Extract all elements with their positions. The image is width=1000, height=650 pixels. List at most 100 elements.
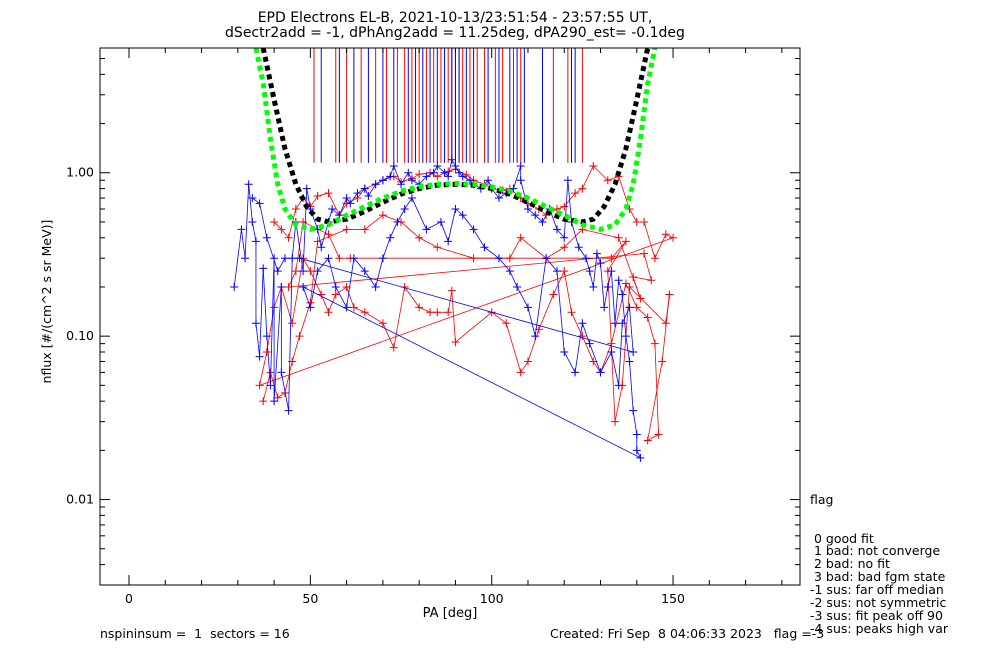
data-point bbox=[331, 282, 340, 291]
data-segment bbox=[339, 197, 348, 216]
data-segment bbox=[603, 286, 609, 308]
data-point bbox=[618, 290, 627, 299]
plot-area bbox=[230, 48, 678, 462]
data-point bbox=[523, 204, 532, 213]
data-segment bbox=[331, 208, 340, 216]
data-point bbox=[444, 308, 453, 317]
data-segment bbox=[618, 280, 623, 295]
data-point bbox=[632, 446, 641, 455]
data-point bbox=[277, 225, 286, 234]
data-segment bbox=[665, 294, 670, 324]
data-point bbox=[465, 176, 474, 185]
data-segment bbox=[654, 234, 667, 259]
data-segment bbox=[582, 323, 591, 344]
data-point bbox=[277, 368, 286, 377]
data-point bbox=[549, 290, 558, 299]
data-point bbox=[324, 308, 333, 317]
data-point bbox=[607, 254, 616, 263]
y-tick-label: 1.00 bbox=[66, 165, 94, 180]
data-segment bbox=[455, 311, 492, 343]
data-segment bbox=[266, 336, 271, 386]
data-point bbox=[324, 254, 333, 263]
data-point bbox=[378, 176, 387, 185]
data-segment bbox=[447, 159, 453, 177]
data-point bbox=[621, 237, 630, 246]
data-point bbox=[640, 249, 649, 258]
data-segment bbox=[563, 271, 572, 313]
data-segment bbox=[636, 307, 648, 318]
data-point bbox=[640, 217, 649, 226]
data-point bbox=[259, 264, 268, 273]
legend-item: 2 bad: no fit bbox=[810, 556, 890, 572]
data-segment bbox=[273, 221, 282, 230]
data-point bbox=[523, 303, 532, 312]
data-segment bbox=[295, 221, 304, 272]
data-segment bbox=[607, 271, 612, 288]
data-point bbox=[614, 276, 623, 285]
data-point bbox=[299, 267, 308, 276]
x-axis-label: PA [deg] bbox=[423, 606, 478, 621]
data-segment bbox=[592, 165, 609, 181]
data-point bbox=[255, 352, 264, 361]
data-segment bbox=[335, 286, 347, 295]
data-point bbox=[433, 161, 442, 170]
data-segment bbox=[556, 271, 565, 353]
data-segment bbox=[643, 221, 656, 259]
title-line: dSectr2add = -1, dPhAng2add = 11.25deg, … bbox=[225, 25, 685, 41]
data-point bbox=[270, 397, 279, 406]
data-point bbox=[480, 243, 489, 252]
data-point bbox=[353, 189, 362, 198]
data-point bbox=[484, 176, 493, 185]
data-segment bbox=[317, 229, 322, 248]
data-segment bbox=[309, 241, 319, 303]
data-point bbox=[422, 225, 431, 234]
data-segment bbox=[527, 208, 536, 216]
data-segment bbox=[266, 307, 275, 353]
data-point bbox=[600, 303, 609, 312]
data-segment bbox=[643, 253, 652, 281]
data-segment bbox=[451, 290, 456, 343]
data-segment bbox=[509, 237, 522, 259]
data-segment bbox=[473, 229, 485, 248]
data-segment bbox=[335, 286, 347, 308]
data-point bbox=[451, 204, 460, 213]
data-point bbox=[266, 381, 275, 390]
data-point bbox=[426, 308, 435, 317]
data-segment bbox=[389, 165, 395, 177]
data-point bbox=[299, 282, 308, 291]
data-point bbox=[625, 282, 634, 291]
data-point bbox=[393, 217, 402, 226]
data-point bbox=[596, 368, 605, 377]
data-point bbox=[531, 211, 540, 220]
title-line: EPD Electrons EL-B, 2021-10-13/23:51:54 … bbox=[258, 10, 653, 26]
data-segment bbox=[462, 214, 474, 230]
data-segment bbox=[629, 361, 634, 411]
data-segment bbox=[433, 165, 438, 173]
data-point bbox=[560, 202, 569, 211]
data-segment bbox=[625, 336, 630, 362]
data-point bbox=[629, 273, 638, 282]
data-segment bbox=[299, 257, 634, 353]
data-point bbox=[603, 282, 612, 291]
data-segment bbox=[302, 221, 329, 235]
data-point bbox=[306, 303, 315, 312]
data-point bbox=[291, 267, 300, 276]
data-point bbox=[248, 194, 257, 203]
data-point bbox=[625, 357, 634, 366]
data-point bbox=[342, 303, 351, 312]
data-segment bbox=[545, 246, 565, 259]
data-segment bbox=[364, 188, 369, 197]
data-point bbox=[542, 254, 551, 263]
data-segment bbox=[288, 253, 645, 288]
data-point bbox=[284, 233, 293, 242]
data-segment bbox=[498, 192, 507, 199]
footer-left: nspininsum = 1 sectors = 16 bbox=[100, 626, 290, 641]
data-segment bbox=[244, 184, 250, 259]
data-point bbox=[400, 204, 409, 213]
data-segment bbox=[534, 214, 543, 223]
data-segment bbox=[447, 290, 453, 313]
plot-frame bbox=[99, 47, 801, 586]
data-segment bbox=[534, 258, 547, 337]
data-point bbox=[378, 319, 387, 328]
data-segment bbox=[302, 286, 311, 308]
